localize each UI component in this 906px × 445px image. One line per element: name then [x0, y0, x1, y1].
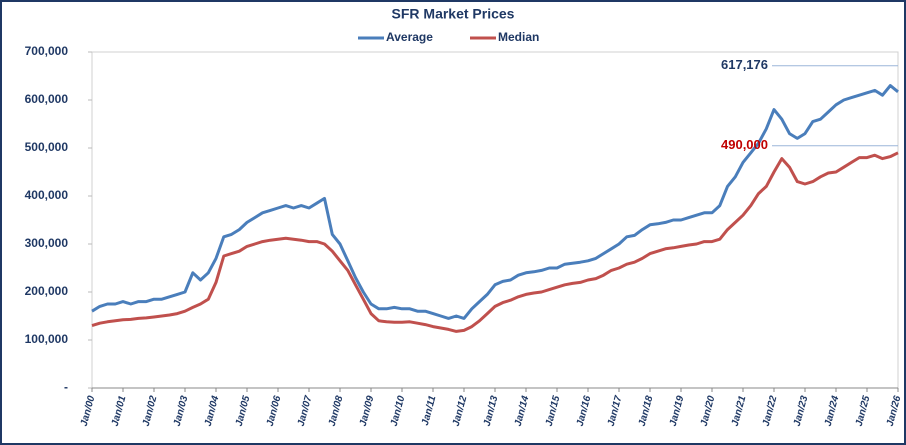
y-tick-label: 700,000	[25, 44, 69, 58]
y-tick-label: 200,000	[25, 284, 69, 298]
y-tick-label: 300,000	[25, 236, 69, 250]
y-tick-label: 600,000	[25, 92, 69, 106]
chart-title: SFR Market Prices	[392, 6, 515, 22]
series-line	[91, 84, 899, 320]
annotation: 490,000	[721, 137, 768, 152]
y-tick-label: 500,000	[25, 140, 69, 154]
series-line	[91, 151, 899, 333]
legend-label: Average	[386, 30, 433, 44]
annotation: 617,176	[721, 57, 768, 72]
y-tick-label: 100,000	[25, 332, 69, 346]
y-tick-label: -	[64, 380, 68, 394]
y-tick-label: 400,000	[25, 188, 69, 202]
legend-label: Median	[498, 30, 539, 44]
